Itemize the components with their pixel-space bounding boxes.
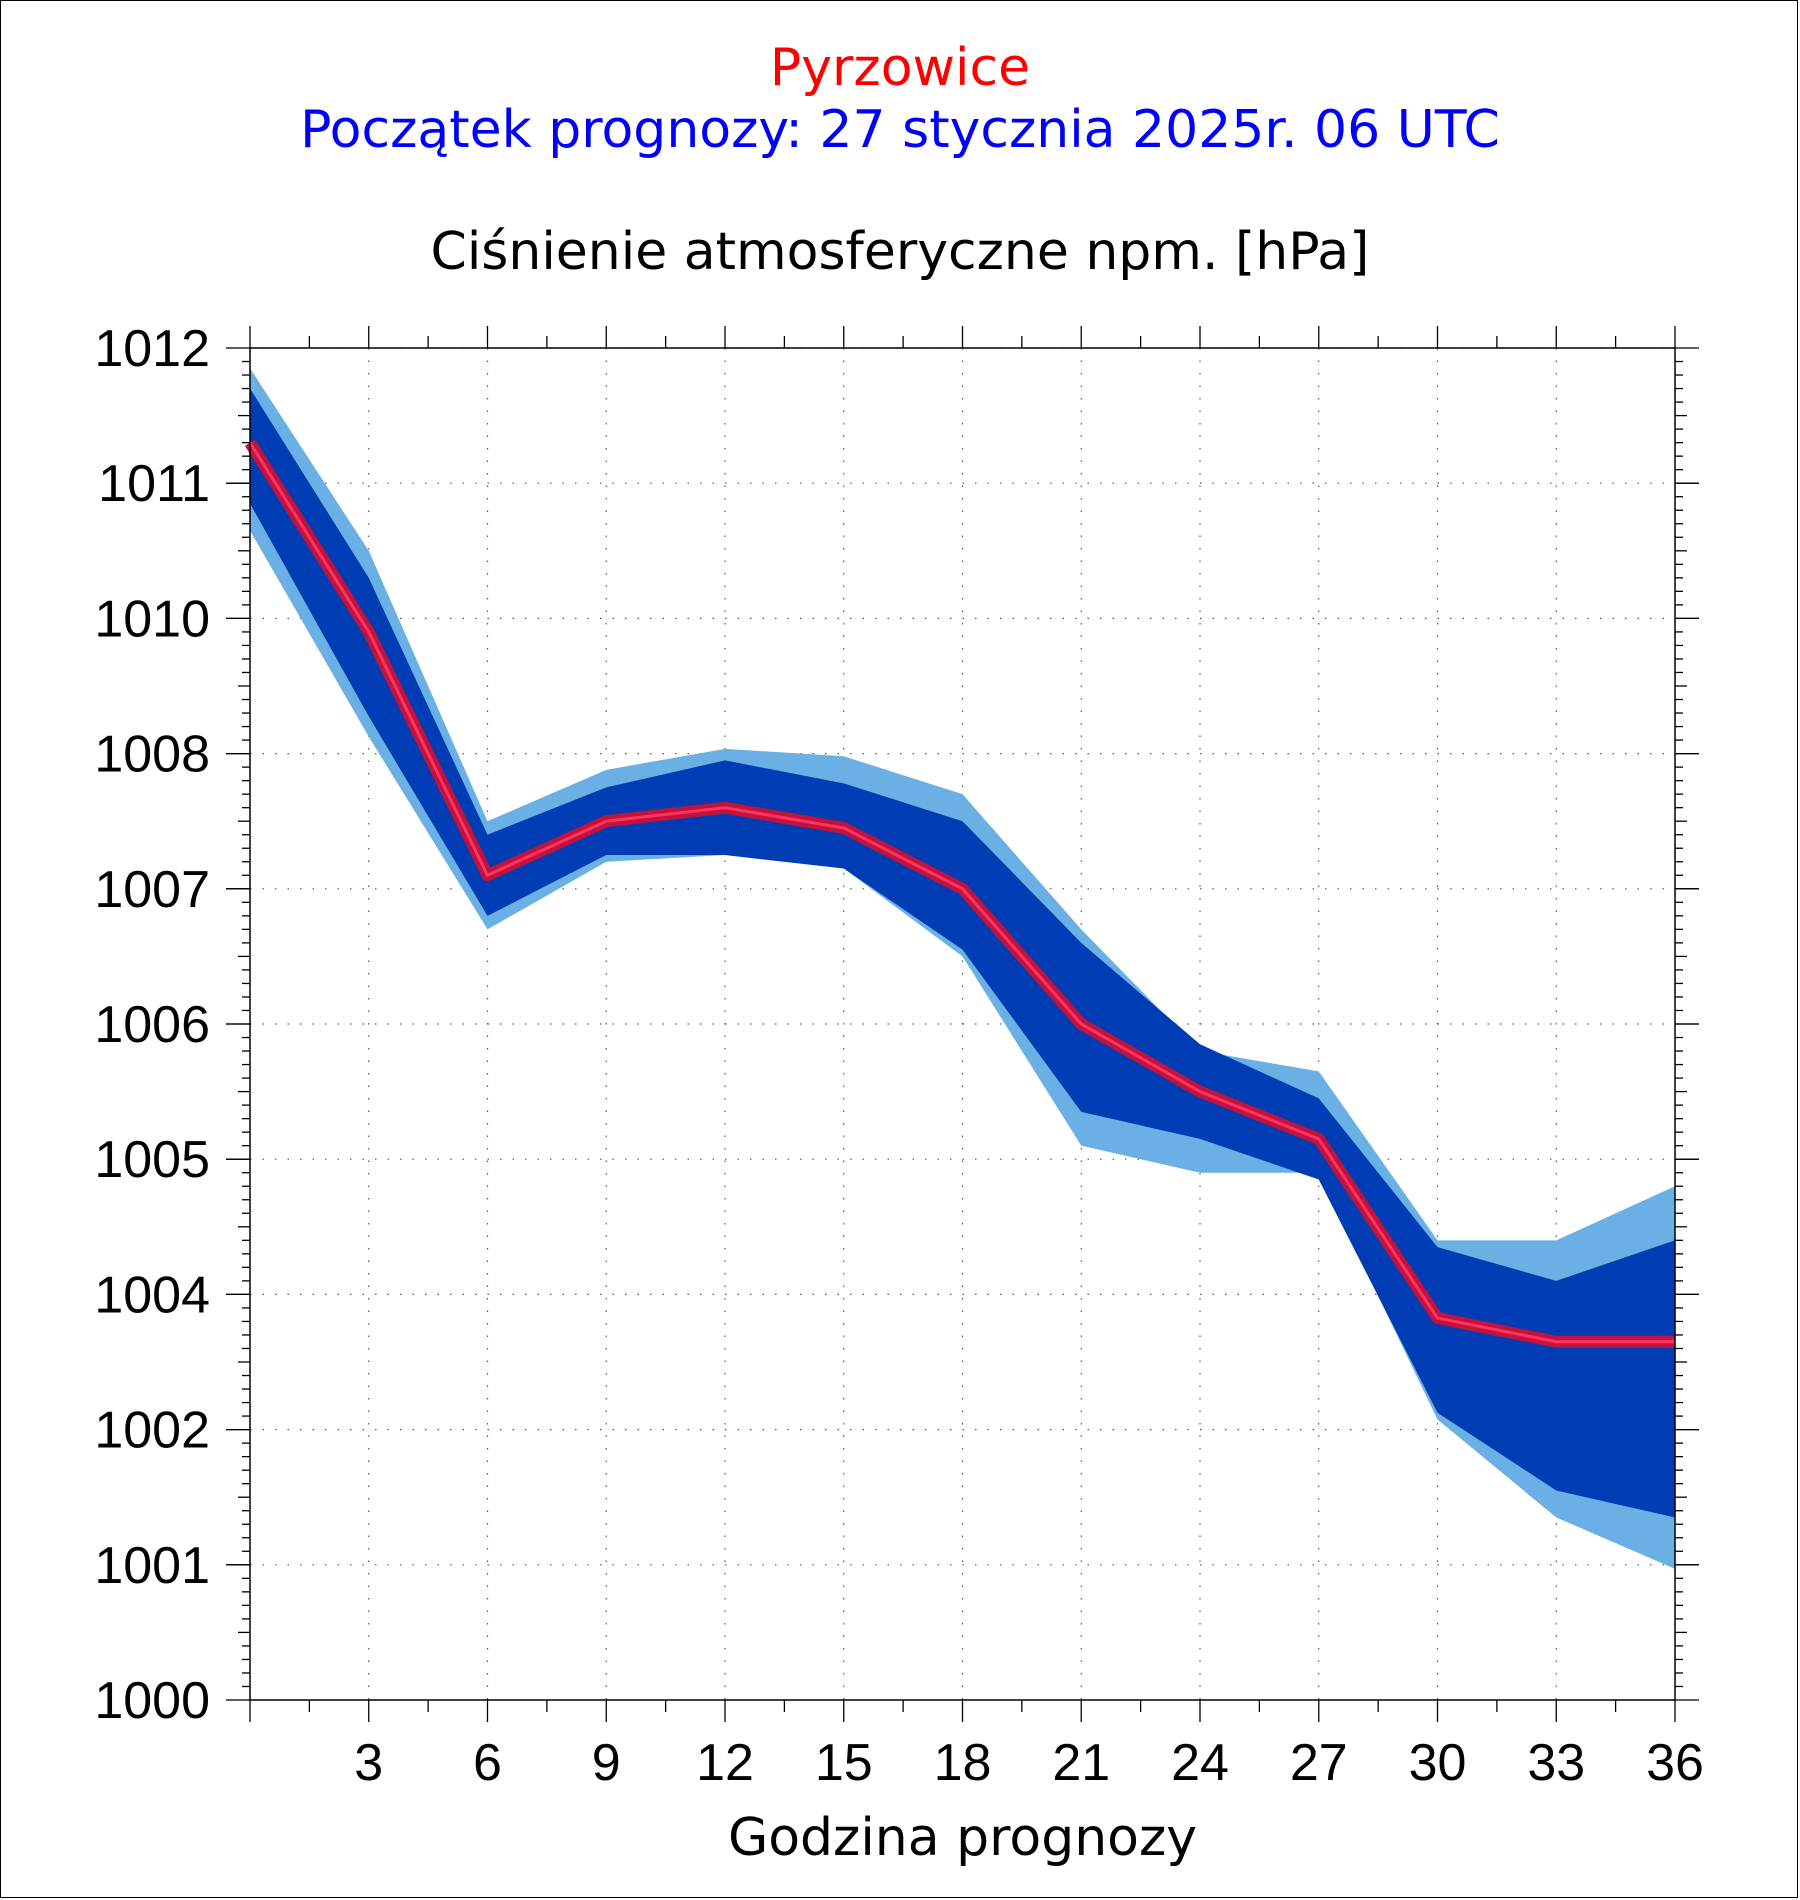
y-tick-label: 1007	[94, 861, 210, 919]
x-tick-label: 9	[592, 1734, 621, 1792]
y-tick-labels: 1000 1001 1002 1004 1005 1006 1007 1008 1010 1011…	[94, 320, 210, 1730]
y-tick-label: 1010	[94, 590, 210, 648]
x-tick-labels: 3 6 9 12 15 18 21 24 27 30 33 36	[354, 1734, 1704, 1792]
y-tick-label: 1002	[94, 1402, 210, 1460]
x-tick-label: 3	[354, 1734, 383, 1792]
inner-uncertainty-band	[250, 388, 1675, 1518]
y-tick-label: 1006	[94, 996, 210, 1054]
axis-ticks	[226, 326, 1699, 1722]
x-axis-label: Godzina prognozy	[728, 1808, 1197, 1868]
x-tick-label: 6	[473, 1734, 502, 1792]
x-tick-label: 33	[1527, 1734, 1585, 1792]
y-tick-label: 1012	[94, 320, 210, 378]
x-tick-label: 21	[1052, 1734, 1110, 1792]
y-tick-label: 1005	[94, 1131, 210, 1189]
x-tick-label: 24	[1171, 1734, 1229, 1792]
y-tick-label: 1000	[94, 1672, 210, 1730]
median-line-core	[248, 441, 1675, 1344]
x-tick-label: 15	[815, 1734, 873, 1792]
x-tick-label: 36	[1646, 1734, 1704, 1792]
median-line	[244, 439, 1675, 1348]
x-tick-label: 18	[934, 1734, 992, 1792]
forecast-start-subtitle: Początek prognozy: 27 stycznia 2025r. 06…	[300, 100, 1500, 160]
y-tick-label: 1008	[94, 726, 210, 784]
chart-title: Ciśnienie atmosferyczne npm. [hPa]	[430, 222, 1370, 282]
x-tick-label: 12	[696, 1734, 754, 1792]
x-tick-label: 30	[1409, 1734, 1467, 1792]
grid-lines	[250, 347, 1675, 1700]
station-title: Pyrzowice	[769, 38, 1031, 98]
x-tick-label: 27	[1290, 1734, 1348, 1792]
y-tick-label: 1011	[98, 455, 210, 513]
y-tick-label: 1004	[94, 1266, 210, 1324]
y-tick-label: 1001	[94, 1537, 210, 1595]
